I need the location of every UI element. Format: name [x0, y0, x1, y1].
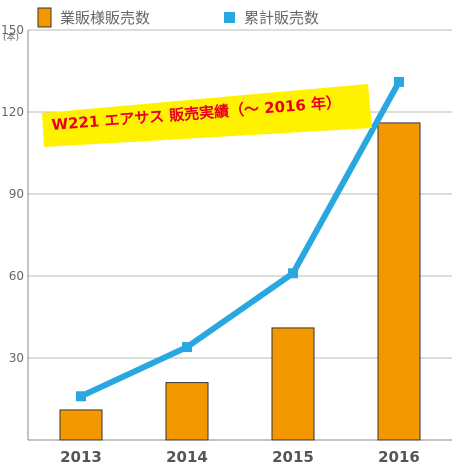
line-series	[76, 76, 404, 402]
banner-background	[42, 84, 372, 147]
y-tick-labels: 150 120 90 60 30	[1, 23, 24, 365]
x-tick-label: 2015	[272, 448, 314, 466]
y-unit-label: (本)	[3, 31, 19, 43]
legend-swatch-line	[224, 12, 235, 23]
y-tick-label: 30	[9, 351, 24, 365]
line-point-2016	[394, 76, 404, 87]
y-tick-label: 60	[9, 269, 24, 283]
legend-swatch-bar	[37, 7, 52, 28]
x-tick-label: 2016	[378, 448, 420, 466]
line-point-2014	[182, 342, 192, 353]
x-tick-labels: 2013 2014 2015 2016	[60, 448, 420, 466]
bar-2013	[59, 409, 103, 441]
y-tick-label: 120	[1, 105, 24, 119]
line-path	[78, 78, 402, 400]
bar-series	[59, 122, 421, 441]
legend-label-line: 累計販売数	[244, 9, 319, 27]
line-point-2013	[76, 391, 86, 402]
y-tick-label: 90	[9, 187, 24, 201]
bar-2014	[165, 382, 209, 441]
legend: 業販様販売数 累計販売数	[37, 7, 319, 28]
x-tick-label: 2014	[166, 448, 208, 466]
chart-title-banner: W221 エアサス 販売実績（～ 2016 年）	[42, 84, 372, 147]
bar-2016	[377, 122, 421, 441]
x-tick-label: 2013	[60, 448, 102, 466]
bar-2015	[271, 327, 315, 441]
y-tick-label: 150	[1, 23, 24, 37]
line-point-2015	[288, 268, 298, 279]
legend-label-bar: 業販様販売数	[60, 9, 150, 27]
